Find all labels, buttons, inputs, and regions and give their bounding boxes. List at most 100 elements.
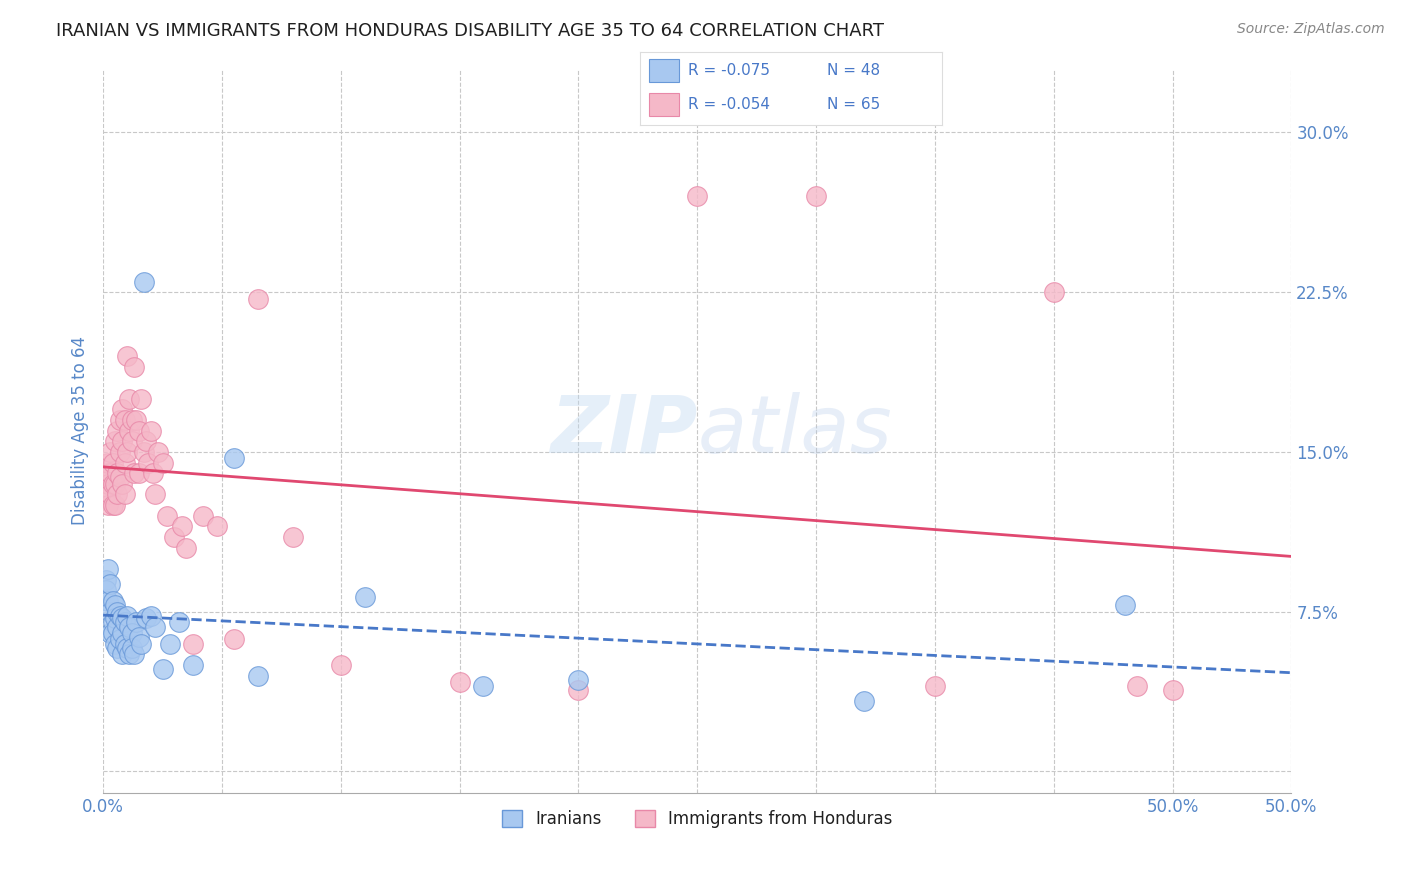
Point [135, 611, 157, 625]
Point [94, 487, 117, 501]
Point [142, 466, 165, 480]
Point [101, 626, 124, 640]
Point [246, 292, 269, 306]
Point [125, 413, 148, 427]
Point [97, 562, 120, 576]
Point [115, 640, 138, 655]
Point [104, 476, 127, 491]
Point [163, 530, 186, 544]
Point [139, 608, 162, 623]
Point [97, 476, 120, 491]
Point [852, 694, 875, 708]
Point [1161, 683, 1184, 698]
Point [283, 530, 305, 544]
Point [118, 392, 141, 406]
Point [101, 476, 124, 491]
Point [145, 619, 167, 633]
Point [125, 615, 148, 630]
Point [222, 451, 245, 466]
Point [132, 275, 155, 289]
Point [152, 662, 174, 676]
Point [101, 594, 124, 608]
Point [111, 434, 134, 449]
Y-axis label: Disability Age 35 to 64: Disability Age 35 to 64 [72, 336, 89, 525]
Point [111, 626, 134, 640]
Text: Source: ZipAtlas.com: Source: ZipAtlas.com [1237, 22, 1385, 37]
Point [118, 424, 141, 438]
Point [115, 445, 138, 459]
Point [183, 657, 205, 672]
Point [94, 583, 117, 598]
Point [111, 476, 134, 491]
Point [222, 632, 245, 647]
Point [183, 636, 205, 650]
Point [104, 434, 127, 449]
FancyBboxPatch shape [648, 93, 679, 116]
Point [105, 605, 128, 619]
Point [329, 657, 352, 672]
Text: ZIP: ZIP [550, 392, 697, 469]
Point [128, 630, 150, 644]
Point [108, 413, 131, 427]
Point [353, 590, 375, 604]
Point [97, 594, 120, 608]
Point [101, 456, 124, 470]
Point [94, 466, 117, 480]
Point [115, 608, 138, 623]
Point [108, 608, 131, 623]
Point [135, 434, 157, 449]
Point [156, 508, 179, 523]
Point [121, 626, 143, 640]
Point [105, 487, 128, 501]
Text: N = 65: N = 65 [827, 97, 880, 112]
Point [145, 487, 167, 501]
Point [101, 615, 124, 630]
Point [128, 466, 150, 480]
Point [98, 577, 121, 591]
Point [114, 413, 136, 427]
Point [170, 519, 193, 533]
Point [115, 349, 138, 363]
Point [1042, 285, 1064, 300]
Point [104, 611, 127, 625]
Point [105, 466, 128, 480]
Point [98, 605, 121, 619]
Point [129, 636, 152, 650]
Point [105, 619, 128, 633]
Point [98, 445, 121, 459]
Point [472, 679, 495, 693]
Point [98, 487, 121, 501]
Point [121, 434, 143, 449]
Point [122, 466, 145, 480]
Point [111, 647, 134, 661]
Point [136, 456, 159, 470]
Point [1114, 599, 1136, 613]
Point [105, 424, 128, 438]
Point [114, 487, 136, 501]
Point [121, 413, 143, 427]
Point [924, 679, 946, 693]
Point [118, 619, 141, 633]
FancyBboxPatch shape [648, 59, 679, 82]
Point [122, 647, 145, 661]
Point [176, 541, 198, 555]
Point [108, 470, 131, 484]
Point [97, 456, 120, 470]
Point [101, 498, 124, 512]
Point [114, 456, 136, 470]
Point [567, 683, 589, 698]
Point [449, 674, 471, 689]
Point [146, 445, 169, 459]
Point [97, 498, 120, 512]
Point [246, 668, 269, 682]
Point [167, 615, 190, 630]
Point [111, 402, 134, 417]
Text: atlas: atlas [697, 392, 891, 469]
Point [104, 498, 127, 512]
Point [205, 519, 228, 533]
Point [191, 508, 214, 523]
Point [567, 673, 589, 687]
Point [114, 615, 136, 630]
Point [98, 466, 121, 480]
Text: IRANIAN VS IMMIGRANTS FROM HONDURAS DISABILITY AGE 35 TO 64 CORRELATION CHART: IRANIAN VS IMMIGRANTS FROM HONDURAS DISA… [56, 22, 884, 40]
